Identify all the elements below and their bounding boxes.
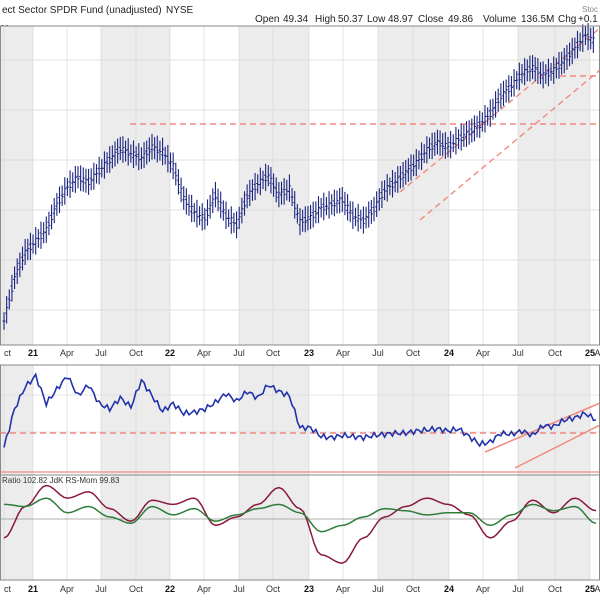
- x-tick-label: 22: [165, 348, 175, 358]
- low-label: Low: [367, 14, 386, 25]
- x-tick-label: Jul: [233, 584, 245, 594]
- shade-band: [0, 475, 33, 580]
- x-tick-label: Ap: [594, 348, 600, 358]
- x-tick-label: Apr: [476, 584, 490, 594]
- volume-value: 136.5M: [521, 14, 554, 25]
- x-tick-label: 23: [304, 584, 314, 594]
- x-tick-label: Oct: [129, 584, 144, 594]
- x-tick-label: Apr: [336, 348, 350, 358]
- x-tick-label: Jul: [372, 584, 384, 594]
- x-tick-label: 23: [304, 348, 314, 358]
- rs-ratio-line: [3, 484, 597, 564]
- rrg-legend: Ratio 102.82 JdK RS-Mom 99.83: [2, 476, 120, 485]
- x-tick-label: Apr: [60, 348, 74, 358]
- x-tick-label: Oct: [548, 584, 563, 594]
- x-tick-label: 24: [444, 348, 454, 358]
- high-value: 50.37: [338, 14, 363, 25]
- low-value: 48.97: [388, 14, 413, 25]
- x-tick-label: 21: [28, 348, 38, 358]
- x-tick-label: Jul: [512, 584, 524, 594]
- close-label: Close: [418, 14, 444, 25]
- x-tick-label: ct: [4, 348, 12, 358]
- x-tick-label: 24: [444, 584, 454, 594]
- rs-channel-lower: [514, 424, 600, 469]
- x-tick-label: ct: [4, 584, 12, 594]
- x-tick-label: Jul: [233, 348, 245, 358]
- x-tick-label: Jul: [95, 584, 107, 594]
- x-tick-label: Apr: [60, 584, 74, 594]
- chart-title: ect Sector SPDR Fund (unadjusted): [2, 5, 162, 16]
- shade-band: [101, 475, 170, 580]
- x-tick-label: 25: [585, 584, 595, 594]
- exchange-label: NYSE: [166, 5, 194, 16]
- close-value: 49.86: [448, 14, 473, 25]
- x-tick-label: Oct: [406, 348, 421, 358]
- x-tick-label: Jul: [372, 348, 384, 358]
- x-tick-label: Oct: [548, 348, 563, 358]
- rs-momentum-line: [3, 497, 597, 533]
- shade-band: [378, 475, 449, 580]
- x-tick-label: Ap: [594, 584, 600, 594]
- channel-lower-line: [419, 69, 600, 221]
- rs-line: [3, 372, 597, 448]
- shade-band: [239, 475, 309, 580]
- x-tick-label: Apr: [476, 348, 490, 358]
- open-label: Open: [255, 14, 279, 25]
- chg-label: Chg: [558, 14, 576, 25]
- shade-band: [0, 26, 33, 345]
- x-tick-label: Oct: [266, 584, 281, 594]
- watermark-text: Stoc: [582, 5, 598, 14]
- x-tick-label: Apr: [336, 584, 350, 594]
- x-tick-label: 21: [28, 584, 38, 594]
- shade-band: [378, 365, 449, 475]
- shade-band: [518, 365, 590, 475]
- x-tick-label: Oct: [129, 348, 144, 358]
- shade-band: [101, 26, 170, 345]
- x-tick-label: Apr: [197, 348, 211, 358]
- x-tick-label: Oct: [406, 584, 421, 594]
- x-tick-label: Jul: [512, 348, 524, 358]
- x-tick-label: Jul: [95, 348, 107, 358]
- shade-band: [239, 365, 309, 475]
- open-value: 49.34: [283, 14, 308, 25]
- x-tick-label: 22: [165, 584, 175, 594]
- volume-label: Volume: [483, 14, 517, 25]
- chg-value: +0.1: [578, 14, 598, 25]
- x-tick-label: Apr: [197, 584, 211, 594]
- x-tick-label: 25: [585, 348, 595, 358]
- high-label: High: [315, 14, 336, 25]
- shade-band: [101, 365, 170, 475]
- shade-band: [518, 475, 590, 580]
- x-tick-label: Oct: [266, 348, 281, 358]
